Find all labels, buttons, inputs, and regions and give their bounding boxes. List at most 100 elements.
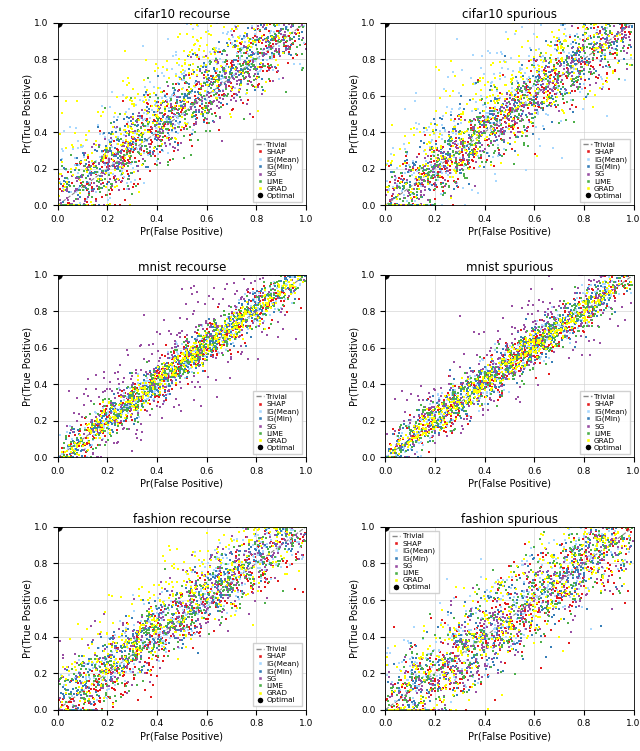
Point [204, 332, 214, 344]
Point [234, 566, 244, 578]
Point [125, 153, 135, 165]
Point [392, 199, 403, 211]
Point [195, 106, 205, 118]
Point [394, 682, 404, 694]
Point [495, 376, 506, 388]
Point [416, 686, 426, 698]
Point [413, 670, 424, 682]
Point [148, 621, 159, 633]
Point [404, 184, 415, 196]
Point [561, 575, 572, 587]
Point [577, 539, 587, 551]
Point [408, 677, 419, 689]
Point [460, 616, 470, 628]
Point [534, 342, 545, 354]
Point [445, 662, 456, 674]
Point [456, 117, 466, 129]
Point [188, 590, 198, 602]
Point [500, 363, 511, 375]
Point [159, 369, 170, 381]
Point [426, 418, 436, 430]
Point [437, 668, 447, 680]
Point [526, 352, 536, 364]
Point [593, 566, 603, 578]
Point [122, 656, 132, 668]
Point [265, 309, 275, 321]
Point [97, 664, 107, 676]
Point [530, 357, 540, 369]
Point [230, 326, 241, 338]
Point [549, 550, 559, 562]
Point [435, 403, 445, 415]
Point [284, 290, 294, 302]
Point [99, 155, 109, 167]
Point [93, 166, 104, 178]
Point [577, 65, 587, 77]
Point [498, 590, 508, 602]
Point [461, 146, 471, 158]
Point [452, 395, 462, 407]
Point [131, 384, 141, 396]
Point [145, 657, 155, 669]
Point [192, 595, 202, 607]
Point [213, 584, 223, 596]
Point [135, 143, 145, 155]
Point [574, 308, 584, 320]
Point [61, 679, 71, 691]
Point [220, 575, 230, 587]
Point [400, 199, 410, 211]
Point [425, 663, 435, 675]
Point [565, 588, 575, 600]
Point [497, 348, 507, 360]
Point [595, 300, 605, 312]
Point [480, 368, 490, 380]
Point [213, 69, 223, 81]
Point [95, 418, 105, 430]
Point [237, 33, 248, 45]
Point [596, 17, 607, 29]
Point [117, 405, 127, 417]
Point [211, 56, 221, 68]
Point [195, 591, 205, 603]
Point [67, 422, 77, 434]
Point [508, 373, 518, 385]
Point [116, 650, 127, 662]
Point [191, 75, 201, 87]
Point [252, 312, 262, 324]
Point [502, 370, 513, 382]
Point [244, 75, 254, 87]
Point [188, 607, 198, 619]
Point [467, 377, 477, 389]
Point [140, 620, 150, 632]
Point [280, 294, 290, 306]
Point [579, 528, 589, 540]
Point [559, 97, 569, 109]
Point [534, 75, 544, 87]
Point [613, 320, 623, 332]
Point [127, 390, 138, 402]
Point [473, 382, 483, 394]
Point [154, 366, 164, 379]
Point [91, 186, 101, 198]
Point [566, 20, 577, 32]
Point [590, 532, 600, 544]
Point [145, 165, 155, 177]
Point [179, 152, 189, 164]
Point [266, 34, 276, 46]
Point [276, 562, 286, 574]
Point [161, 371, 172, 383]
Point [497, 380, 507, 392]
Point [516, 606, 526, 618]
Point [445, 167, 456, 179]
Point [518, 553, 529, 565]
Point [436, 156, 446, 168]
Point [228, 103, 238, 115]
Point [575, 309, 586, 321]
Point [175, 96, 186, 108]
Point [154, 361, 164, 373]
Point [189, 337, 199, 349]
Point [91, 160, 101, 172]
Point [72, 176, 82, 188]
Point [89, 695, 99, 707]
Point [486, 351, 496, 363]
